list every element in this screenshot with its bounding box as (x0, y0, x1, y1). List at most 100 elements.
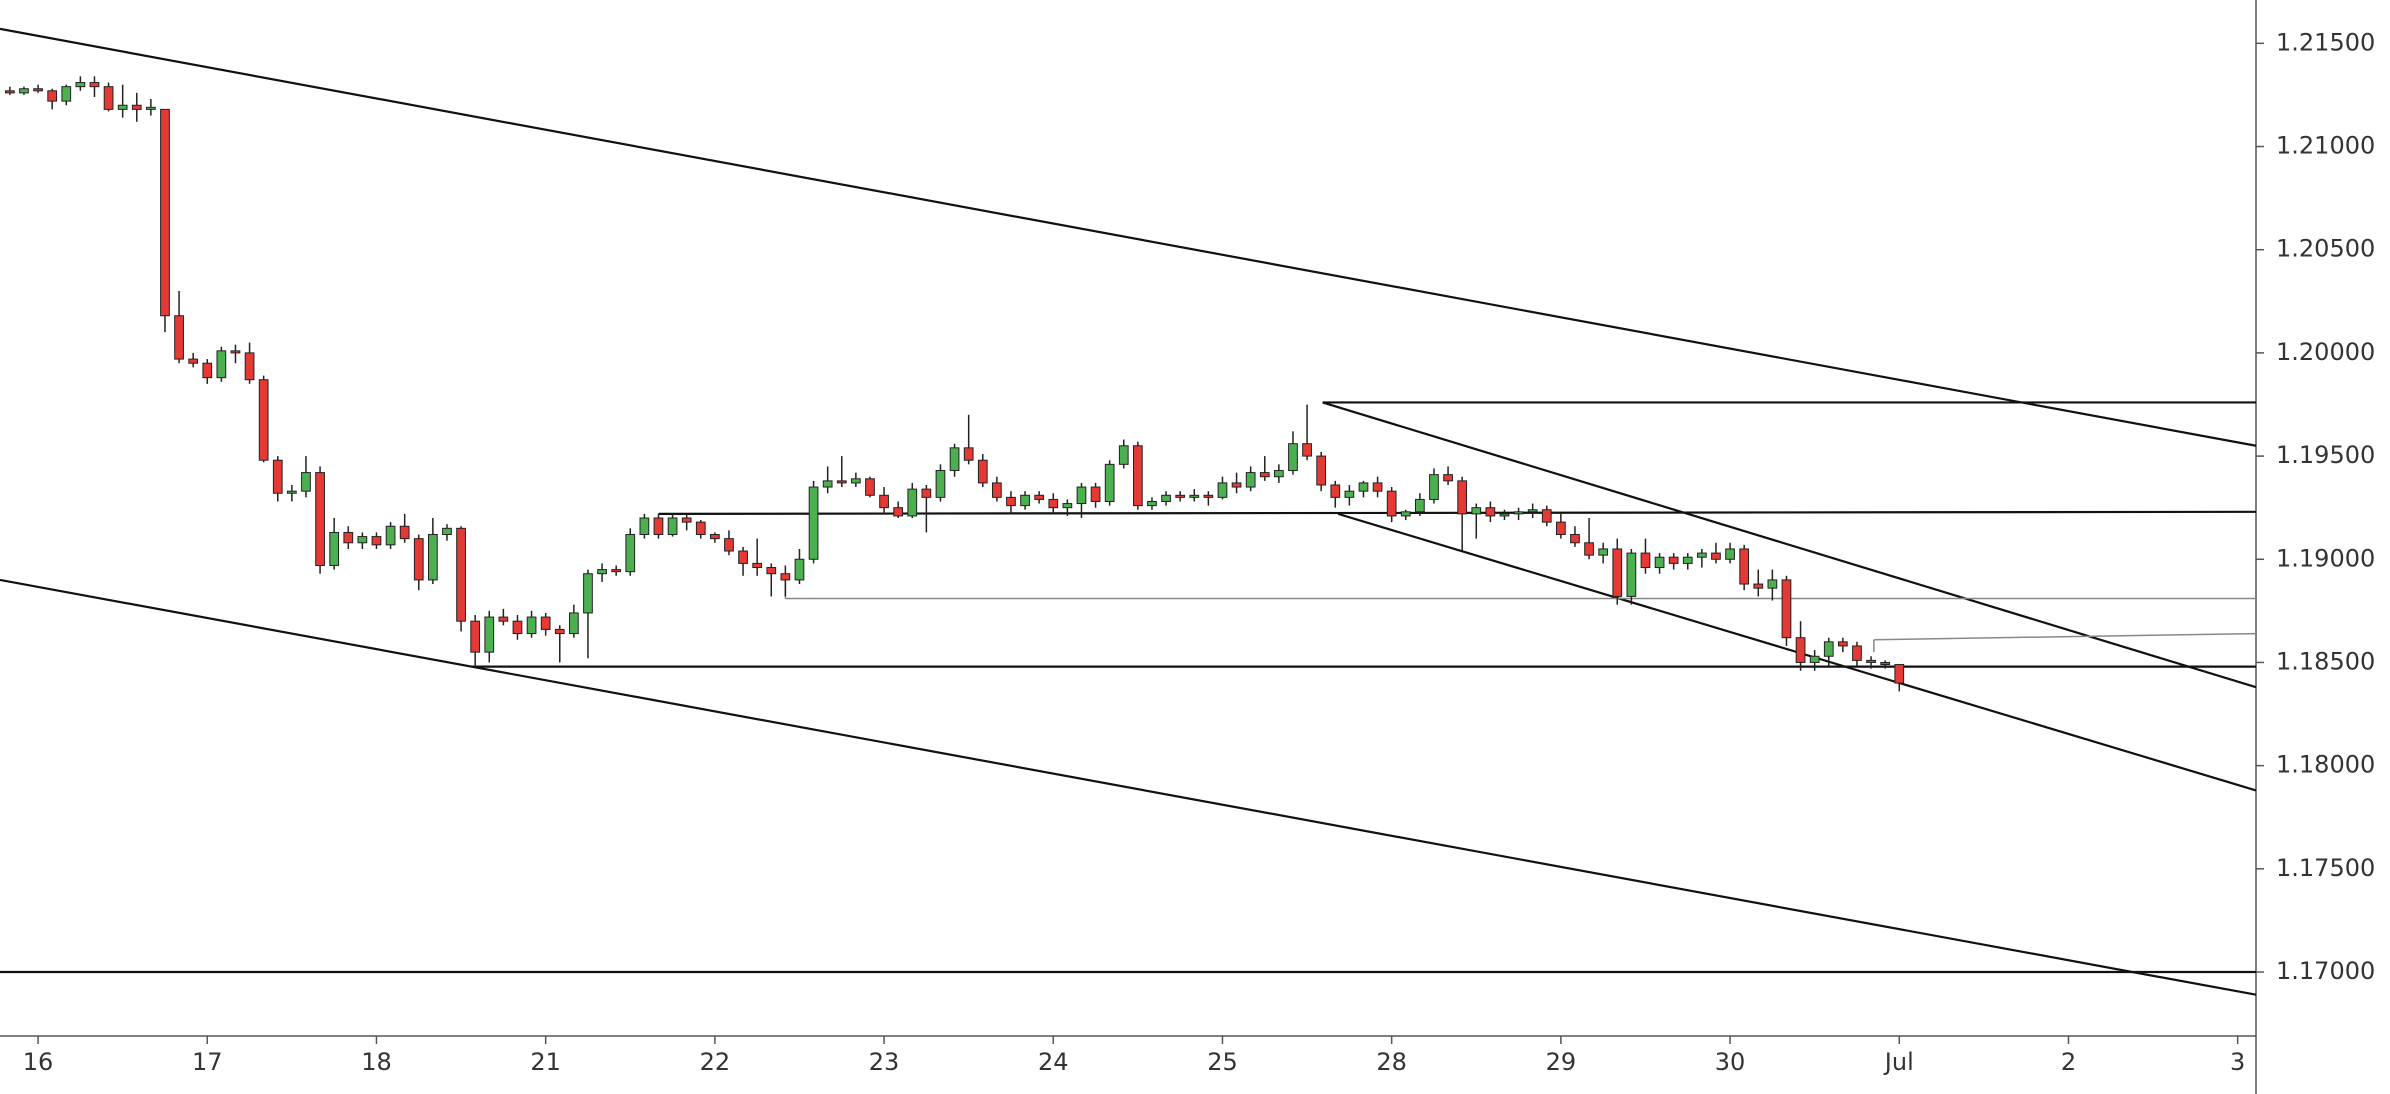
candle-body (4, 90, 15, 94)
candle-body (1852, 645, 1862, 661)
candle-body (174, 315, 184, 360)
candle-body (766, 567, 777, 575)
candle-body (1809, 655, 1820, 663)
candle-body (1020, 494, 1030, 507)
candle-body (1372, 482, 1383, 492)
candle-body (794, 558, 805, 581)
candle-body (1147, 500, 1157, 507)
y-tick-label: 1.21000 (2276, 132, 2375, 160)
candle-body (1880, 661, 1891, 666)
candle-body (1062, 503, 1073, 509)
candle-body (879, 494, 889, 509)
candle-body (1358, 482, 1369, 492)
candle-body (301, 472, 311, 492)
candle-body (1330, 484, 1341, 498)
candle-body (1175, 494, 1186, 498)
candle-body (1048, 498, 1059, 509)
candle-body (1612, 548, 1623, 597)
trend-line (0, 578, 2257, 996)
candle-body (639, 517, 650, 536)
candle-body (315, 472, 325, 566)
candle-body (1626, 552, 1637, 597)
x-tick-label: 2 (2061, 1048, 2076, 1076)
candle-body (47, 90, 58, 102)
candle-body (75, 82, 86, 88)
candle-body (935, 470, 946, 498)
candle-body (1894, 664, 1905, 684)
candle-body (1795, 637, 1806, 663)
candle-body (597, 569, 607, 575)
y-tick-label: 1.17500 (2276, 854, 2375, 882)
candle-body (357, 536, 368, 544)
candle-body (33, 88, 43, 92)
candle-body (1527, 509, 1538, 513)
candle-body (893, 507, 904, 517)
candle-body (780, 573, 791, 581)
candle-body (963, 447, 974, 461)
candle-body (484, 616, 495, 653)
candle-body (526, 616, 537, 635)
candle-body (695, 521, 706, 536)
x-tick-label: 16 (23, 1048, 54, 1076)
candle-body (1457, 480, 1468, 515)
candle-body (568, 612, 579, 635)
candle-body (681, 517, 692, 523)
x-tick-label: 30 (1715, 1048, 1746, 1076)
y-tick-label: 1.18000 (2276, 751, 2375, 779)
candle-body (1668, 556, 1679, 564)
y-tick-label: 1.19000 (2276, 544, 2375, 572)
candle-body (1429, 474, 1439, 500)
candle-body (202, 362, 213, 379)
candle-body (1555, 521, 1566, 536)
candle-body (1499, 513, 1510, 517)
x-tick-label: 3 (2230, 1048, 2245, 1076)
candle-body (1034, 494, 1045, 500)
candle-body (1711, 552, 1721, 560)
candle-body (399, 525, 410, 540)
candle-body (1443, 474, 1453, 482)
y-tick-label: 1.21500 (2276, 28, 2375, 56)
y-tick-label: 1.20000 (2276, 338, 2375, 366)
candle-body (286, 490, 297, 494)
candle-body (1316, 455, 1327, 486)
candle-body (611, 569, 622, 573)
candle-body (1866, 659, 1876, 663)
candle-body (61, 86, 72, 102)
candle-body (385, 525, 396, 546)
candle-body (329, 531, 340, 566)
candle-body (540, 616, 551, 630)
candle-body (1598, 548, 1609, 556)
candle-body (1414, 498, 1425, 513)
candle-body (1823, 641, 1834, 657)
candle-body (1837, 641, 1848, 647)
candle-body (1725, 548, 1735, 560)
candle-body (498, 616, 509, 622)
candle-body (470, 620, 481, 653)
candle-body (1739, 548, 1750, 585)
y-tick-label: 1.19500 (2276, 441, 2375, 469)
candle-body (1090, 486, 1101, 502)
candle-body (752, 562, 763, 569)
candle-body (991, 482, 1002, 498)
candle-body (1161, 494, 1171, 502)
candle-body (1513, 511, 1524, 515)
candle-body (145, 106, 156, 110)
candle-body (258, 379, 269, 461)
candle-body (850, 478, 861, 484)
candle-body (1767, 579, 1778, 589)
candle-body (1400, 511, 1411, 517)
candle-body (554, 628, 565, 635)
x-tick-label: Jul (1883, 1048, 1914, 1076)
trend-line (658, 510, 2257, 515)
x-tick-label: 25 (1207, 1048, 1238, 1076)
candle-body (19, 88, 29, 94)
candle-body (1217, 482, 1228, 498)
x-tick-label: 17 (192, 1048, 223, 1076)
x-tick-label: 21 (530, 1048, 561, 1076)
candle-body (1753, 583, 1764, 589)
candle-body (1076, 486, 1087, 505)
candle-body (456, 527, 466, 622)
candle-body (1259, 472, 1270, 478)
candle-body (1006, 496, 1016, 507)
